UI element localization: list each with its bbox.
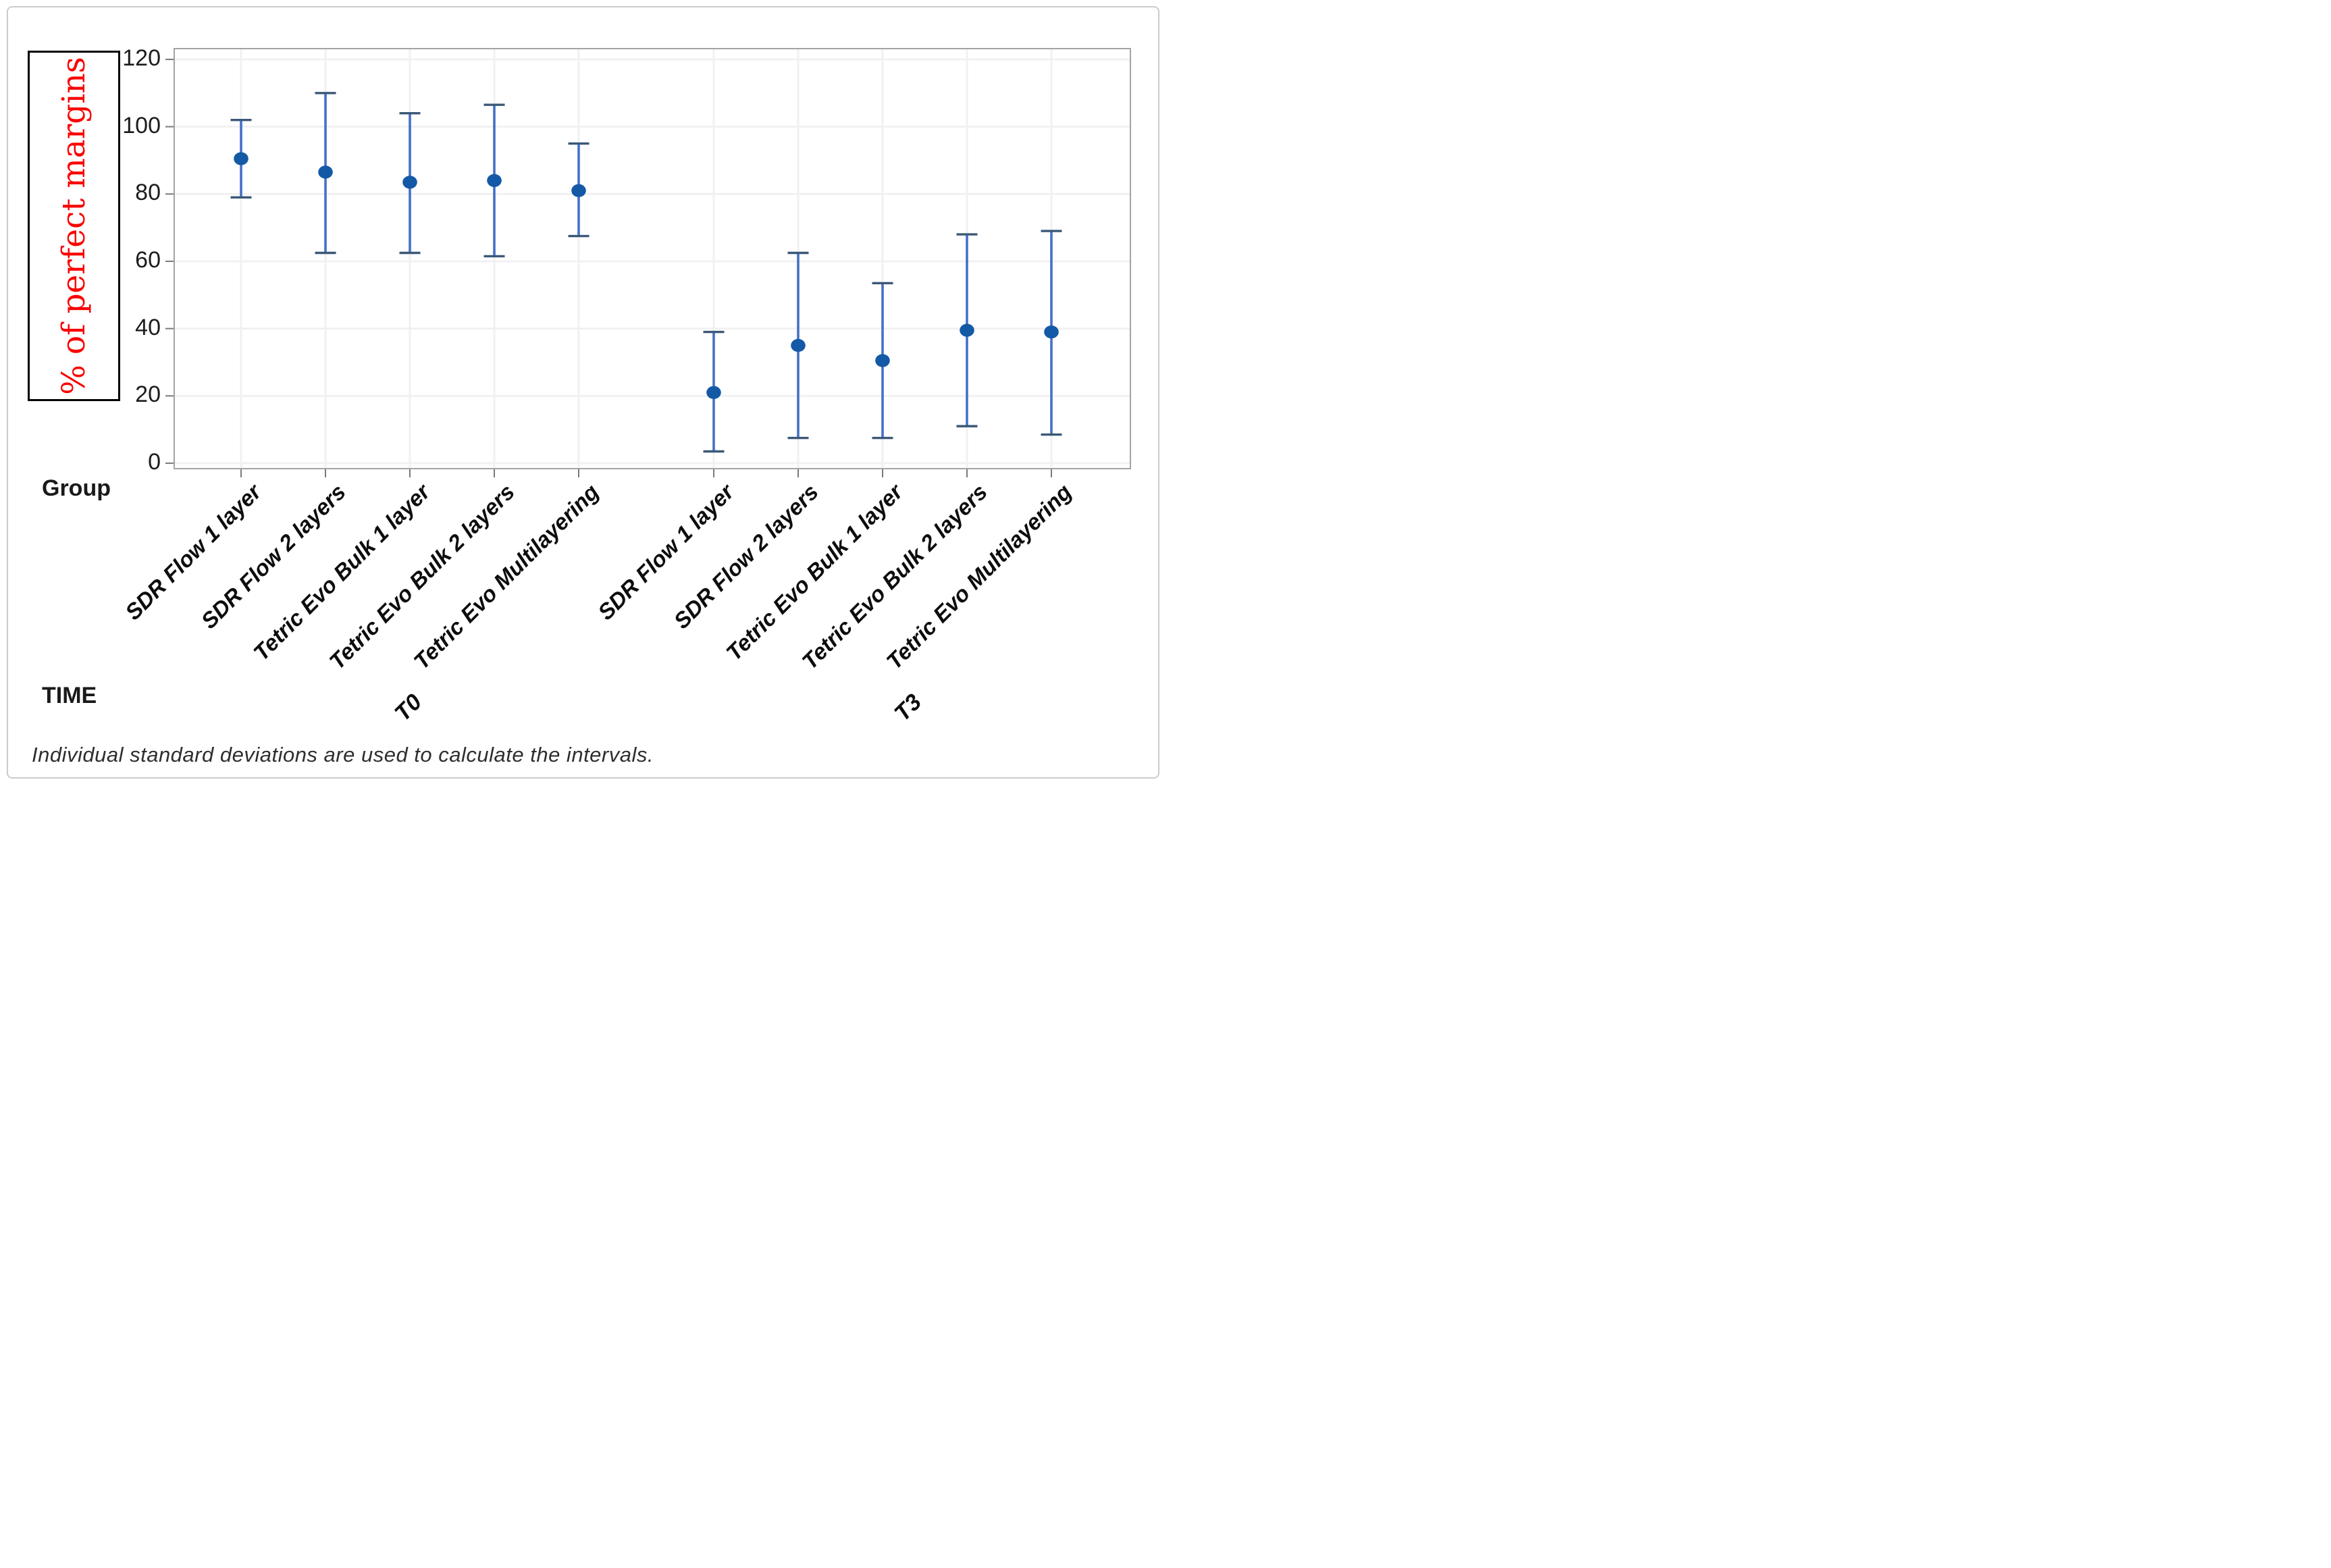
mean-marker bbox=[791, 338, 806, 352]
mean-marker bbox=[960, 323, 974, 337]
mean-marker bbox=[487, 174, 502, 187]
plot-area bbox=[165, 48, 1131, 477]
y-tick-label: 80 bbox=[135, 180, 161, 206]
mean-marker bbox=[875, 354, 890, 367]
time-row-label: TIME bbox=[42, 683, 97, 708]
y-axis-title-box: % of perfect margins bbox=[28, 51, 120, 401]
interval-plot-figure: % of perfect margins 0 20 40 60 80 100 120 SDR… bbox=[0, 0, 1166, 784]
mean-marker bbox=[706, 386, 721, 399]
y-tick-label: 120 bbox=[122, 45, 161, 71]
mean-marker bbox=[234, 152, 248, 165]
y-tick-label: 0 bbox=[148, 448, 161, 475]
y-tick-label: 40 bbox=[135, 314, 161, 340]
mean-marker bbox=[1044, 325, 1059, 339]
mean-marker bbox=[571, 184, 586, 197]
mean-marker bbox=[318, 165, 333, 179]
y-tick-label: 60 bbox=[135, 246, 161, 273]
y-tick-label: 100 bbox=[122, 112, 161, 138]
plot-canvas bbox=[165, 49, 1130, 477]
y-axis-title: % of perfect margins bbox=[55, 57, 93, 395]
footnote-text: Individual standard deviations are used … bbox=[32, 743, 654, 766]
group-row-label: Group bbox=[42, 475, 111, 501]
y-tick-label: 20 bbox=[135, 382, 161, 408]
mean-marker bbox=[402, 176, 417, 189]
